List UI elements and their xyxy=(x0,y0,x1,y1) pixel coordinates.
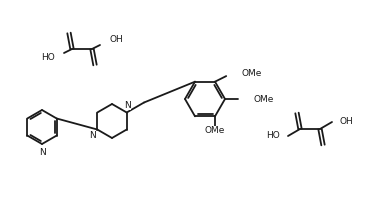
Text: OH: OH xyxy=(109,36,123,45)
Text: N: N xyxy=(90,131,96,140)
Text: N: N xyxy=(39,148,45,157)
Text: HO: HO xyxy=(41,54,55,62)
Text: OMe: OMe xyxy=(253,94,273,103)
Text: OMe: OMe xyxy=(241,69,261,78)
Text: HO: HO xyxy=(266,131,280,140)
Text: N: N xyxy=(124,101,131,110)
Text: OH: OH xyxy=(340,117,354,126)
Text: OMe: OMe xyxy=(205,126,225,135)
